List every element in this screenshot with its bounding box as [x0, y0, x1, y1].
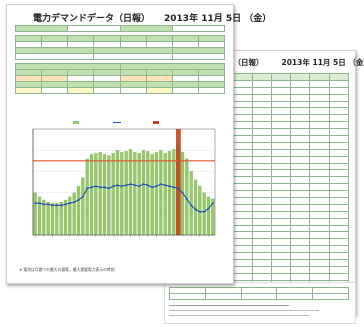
- summary-table: [169, 287, 349, 300]
- chart-bar: [107, 155, 111, 236]
- chart-bar: [46, 202, 50, 236]
- demand-point: [168, 185, 171, 188]
- plot-area: [32, 128, 216, 236]
- chart-bar: [76, 186, 81, 236]
- demand-point: [64, 203, 67, 206]
- chart-bar: [85, 158, 89, 236]
- chart-bar: [124, 151, 128, 236]
- info-table: [14, 25, 226, 94]
- chart-bar: [146, 151, 150, 236]
- chart-bar: [120, 152, 124, 236]
- chart-bar: [133, 152, 137, 236]
- demand-point: [159, 183, 162, 186]
- demand-point: [125, 184, 128, 187]
- demand-point: [129, 183, 132, 186]
- demand-point: [94, 185, 97, 188]
- legend-swatch-peak: [153, 121, 159, 124]
- demand-point: [203, 210, 206, 213]
- demand-point: [55, 204, 58, 207]
- summary-slip: [164, 282, 356, 324]
- demand-point: [198, 210, 201, 213]
- chart-bar: [63, 199, 68, 236]
- chart-bar: [141, 150, 146, 236]
- demand-point: [177, 187, 180, 190]
- chart-bar: [72, 192, 76, 236]
- demand-point: [42, 203, 45, 206]
- chart-bar: [159, 150, 163, 236]
- chart-bar: [154, 152, 159, 236]
- demand-point: [81, 195, 84, 198]
- chart-bar: [102, 154, 107, 236]
- front-date: 2013年 11月 5日 （金）: [164, 14, 272, 24]
- demand-point: [86, 187, 89, 190]
- demand-point: [38, 202, 41, 205]
- chart-bar: [202, 192, 206, 236]
- chart-bar: [42, 199, 46, 236]
- demand-point: [107, 187, 110, 190]
- demand-point: [112, 185, 115, 188]
- demand-point: [90, 186, 93, 189]
- demand-point: [68, 202, 71, 205]
- chart-bar: [50, 203, 55, 236]
- demand-point: [73, 201, 76, 204]
- demand-point: [116, 184, 119, 187]
- demand-point: [60, 204, 63, 207]
- back-title-row: データ（日報） 2013年 11月 5日 （金）: [211, 57, 364, 68]
- chart-bar: [167, 151, 172, 236]
- demand-point: [151, 186, 154, 189]
- demand-point: [103, 186, 106, 189]
- demand-chart: [32, 121, 216, 237]
- peak-highlight: [176, 129, 181, 235]
- demand-point: [133, 184, 136, 187]
- demand-point: [34, 202, 37, 205]
- back-title: データ（日報）: [211, 58, 264, 67]
- front-title: 電力デマンドデータ（日報）: [33, 14, 151, 24]
- demand-point: [164, 184, 167, 187]
- legend-swatch-bar: [73, 121, 79, 124]
- chart-bar: [33, 192, 37, 236]
- demand-point: [51, 204, 54, 207]
- chart-bar: [59, 202, 63, 236]
- chart-bar: [111, 153, 115, 236]
- demand-point: [185, 198, 188, 200]
- demand-point: [142, 183, 145, 186]
- chart-bar: [128, 149, 133, 236]
- demand-point: [207, 207, 210, 210]
- chart-bar: [81, 177, 85, 236]
- chart-bar: [163, 153, 167, 236]
- demand-point: [190, 204, 193, 207]
- chart-bar: [206, 196, 211, 236]
- demand-point: [155, 185, 158, 188]
- chart-bar: [172, 149, 176, 236]
- chart-bar: [150, 154, 154, 236]
- demand-point: [99, 186, 102, 189]
- demand-point: [77, 199, 80, 201]
- front-title-row: 電力デマンドデータ（日報） 2013年 11月 5日 （金）: [33, 11, 271, 24]
- demand-point: [172, 186, 175, 189]
- demand-point: [194, 208, 197, 211]
- chart-bar: [98, 152, 102, 236]
- chart-bar: [137, 153, 141, 236]
- report-sheet-front: 電力デマンドデータ（日報） 2013年 11月 5日 （金） ※ 電流は月間での最…: [6, 4, 271, 284]
- footnote: ※ 電流は月間での最大の値等。最大需要電力表示の時刻: [19, 267, 115, 272]
- chart-bar: [94, 153, 98, 236]
- demand-point: [211, 202, 214, 205]
- chart-bar: [55, 203, 59, 236]
- chart-bar: [115, 150, 120, 236]
- chart-bar: [89, 154, 94, 236]
- chart-bar: [193, 179, 198, 236]
- demand-point: [120, 185, 123, 188]
- demand-point: [181, 191, 184, 194]
- demand-point: [138, 185, 141, 188]
- demand-point: [146, 184, 149, 187]
- back-date: 2013年 11月 5日 （金）: [281, 58, 364, 67]
- demand-point: [47, 203, 50, 206]
